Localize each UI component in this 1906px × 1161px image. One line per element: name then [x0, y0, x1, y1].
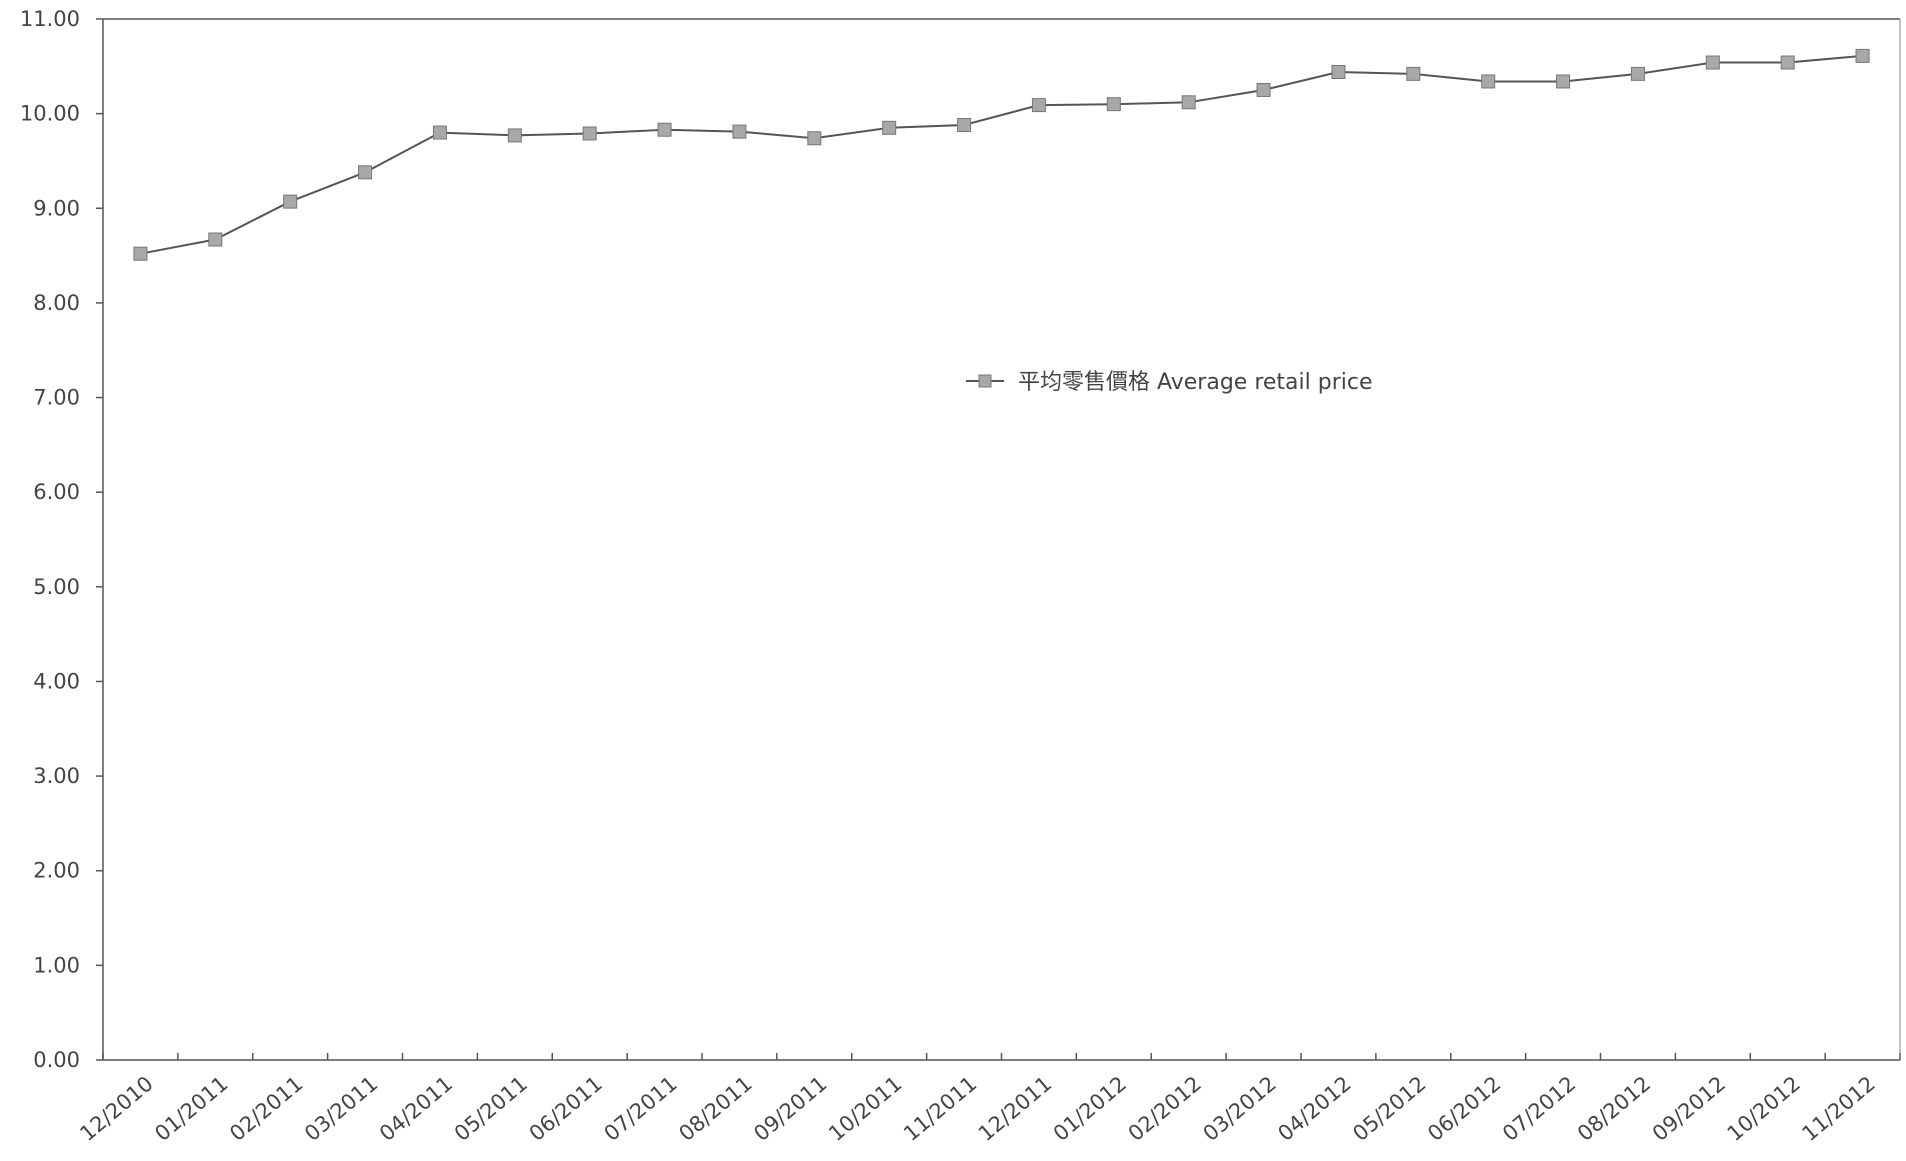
y-tick-label: 10.00: [20, 102, 80, 126]
y-tick-label: 2.00: [33, 859, 80, 883]
data-point-marker: [732, 124, 747, 139]
x-tick-label: 03/2012: [1199, 1071, 1281, 1145]
x-tick-label: 11/2011: [899, 1071, 981, 1145]
data-point-marker: [1106, 97, 1121, 112]
x-tick-label: 04/2012: [1273, 1071, 1355, 1145]
data-point-marker: [358, 165, 373, 180]
data-point-marker: [582, 126, 597, 141]
data-point-marker: [133, 246, 148, 261]
data-point-marker: [1705, 55, 1720, 70]
data-point-marker: [1031, 98, 1046, 113]
x-tick-label: 01/2012: [1049, 1071, 1131, 1145]
y-tick-label: 7.00: [33, 386, 80, 410]
y-tick-label: 11.00: [20, 7, 80, 31]
data-point-marker: [1331, 64, 1346, 79]
y-tick-label: 5.00: [33, 575, 80, 599]
y-axis: 0.00 1.00 2.00 3.00 4.00 5.00 6.00 7.00 8.00 9.00…: [20, 7, 1901, 1072]
x-tick-label: 03/2011: [300, 1071, 382, 1145]
y-tick-label: 9.00: [33, 196, 80, 220]
y-tick-label: 6.00: [33, 480, 80, 504]
x-tick-label: 08/2012: [1573, 1071, 1655, 1145]
x-tick-label: 07/2012: [1498, 1071, 1580, 1145]
x-tick-label: 12/2010: [75, 1071, 157, 1145]
data-point-marker: [507, 128, 522, 143]
x-tick-label: 12/2011: [974, 1071, 1056, 1145]
data-point-marker: [1181, 95, 1196, 110]
x-tick-label: 10/2011: [824, 1071, 906, 1145]
data-point-marker: [432, 125, 447, 140]
legend-label: 平均零售價格 Average retail price: [1018, 370, 1373, 395]
data-point-marker: [1780, 55, 1795, 70]
x-tick-label: 04/2011: [375, 1071, 457, 1145]
x-tick-label: 11/2012: [1798, 1071, 1880, 1145]
y-tick-label: 0.00: [33, 1048, 80, 1072]
data-point-marker: [657, 122, 672, 137]
y-tick-label: 4.00: [33, 669, 80, 693]
x-axis: 12/201001/201102/201103/201104/201105/20…: [75, 1053, 1901, 1146]
x-tick-label: 09/2012: [1648, 1071, 1730, 1145]
data-point-marker: [283, 194, 298, 209]
legend-marker-swatch: [978, 374, 992, 388]
data-point-marker: [1406, 66, 1421, 81]
data-point-marker: [957, 117, 972, 132]
x-tick-label: 06/2011: [525, 1071, 607, 1145]
data-point-marker: [882, 120, 897, 135]
x-tick-label: 02/2012: [1124, 1071, 1206, 1145]
x-tick-label: 08/2011: [674, 1071, 756, 1145]
x-tick-label: 05/2012: [1348, 1071, 1430, 1145]
data-point-marker: [807, 131, 822, 146]
y-tick-label: 1.00: [33, 953, 80, 977]
x-tick-label: 01/2011: [150, 1071, 232, 1145]
data-point-marker: [208, 232, 223, 247]
y-tick-label: 8.00: [33, 291, 80, 315]
x-tick-label: 05/2011: [450, 1071, 532, 1145]
data-point-marker: [1256, 82, 1271, 97]
data-point-marker: [1855, 48, 1870, 63]
data-point-marker: [1556, 74, 1571, 89]
data-point-marker: [1481, 74, 1496, 89]
data-point-marker: [1630, 66, 1645, 81]
x-tick-label: 07/2011: [600, 1071, 682, 1145]
x-tick-label: 06/2012: [1423, 1071, 1505, 1145]
x-tick-label: 09/2011: [749, 1071, 831, 1145]
y-tick-label: 3.00: [33, 764, 80, 788]
series-line: [140, 54, 1863, 255]
x-tick-label: 10/2012: [1723, 1071, 1805, 1145]
legend: 平均零售價格 Average retail price: [966, 370, 1373, 395]
series-layer: [133, 48, 1870, 261]
x-tick-label: 02/2011: [225, 1071, 307, 1145]
